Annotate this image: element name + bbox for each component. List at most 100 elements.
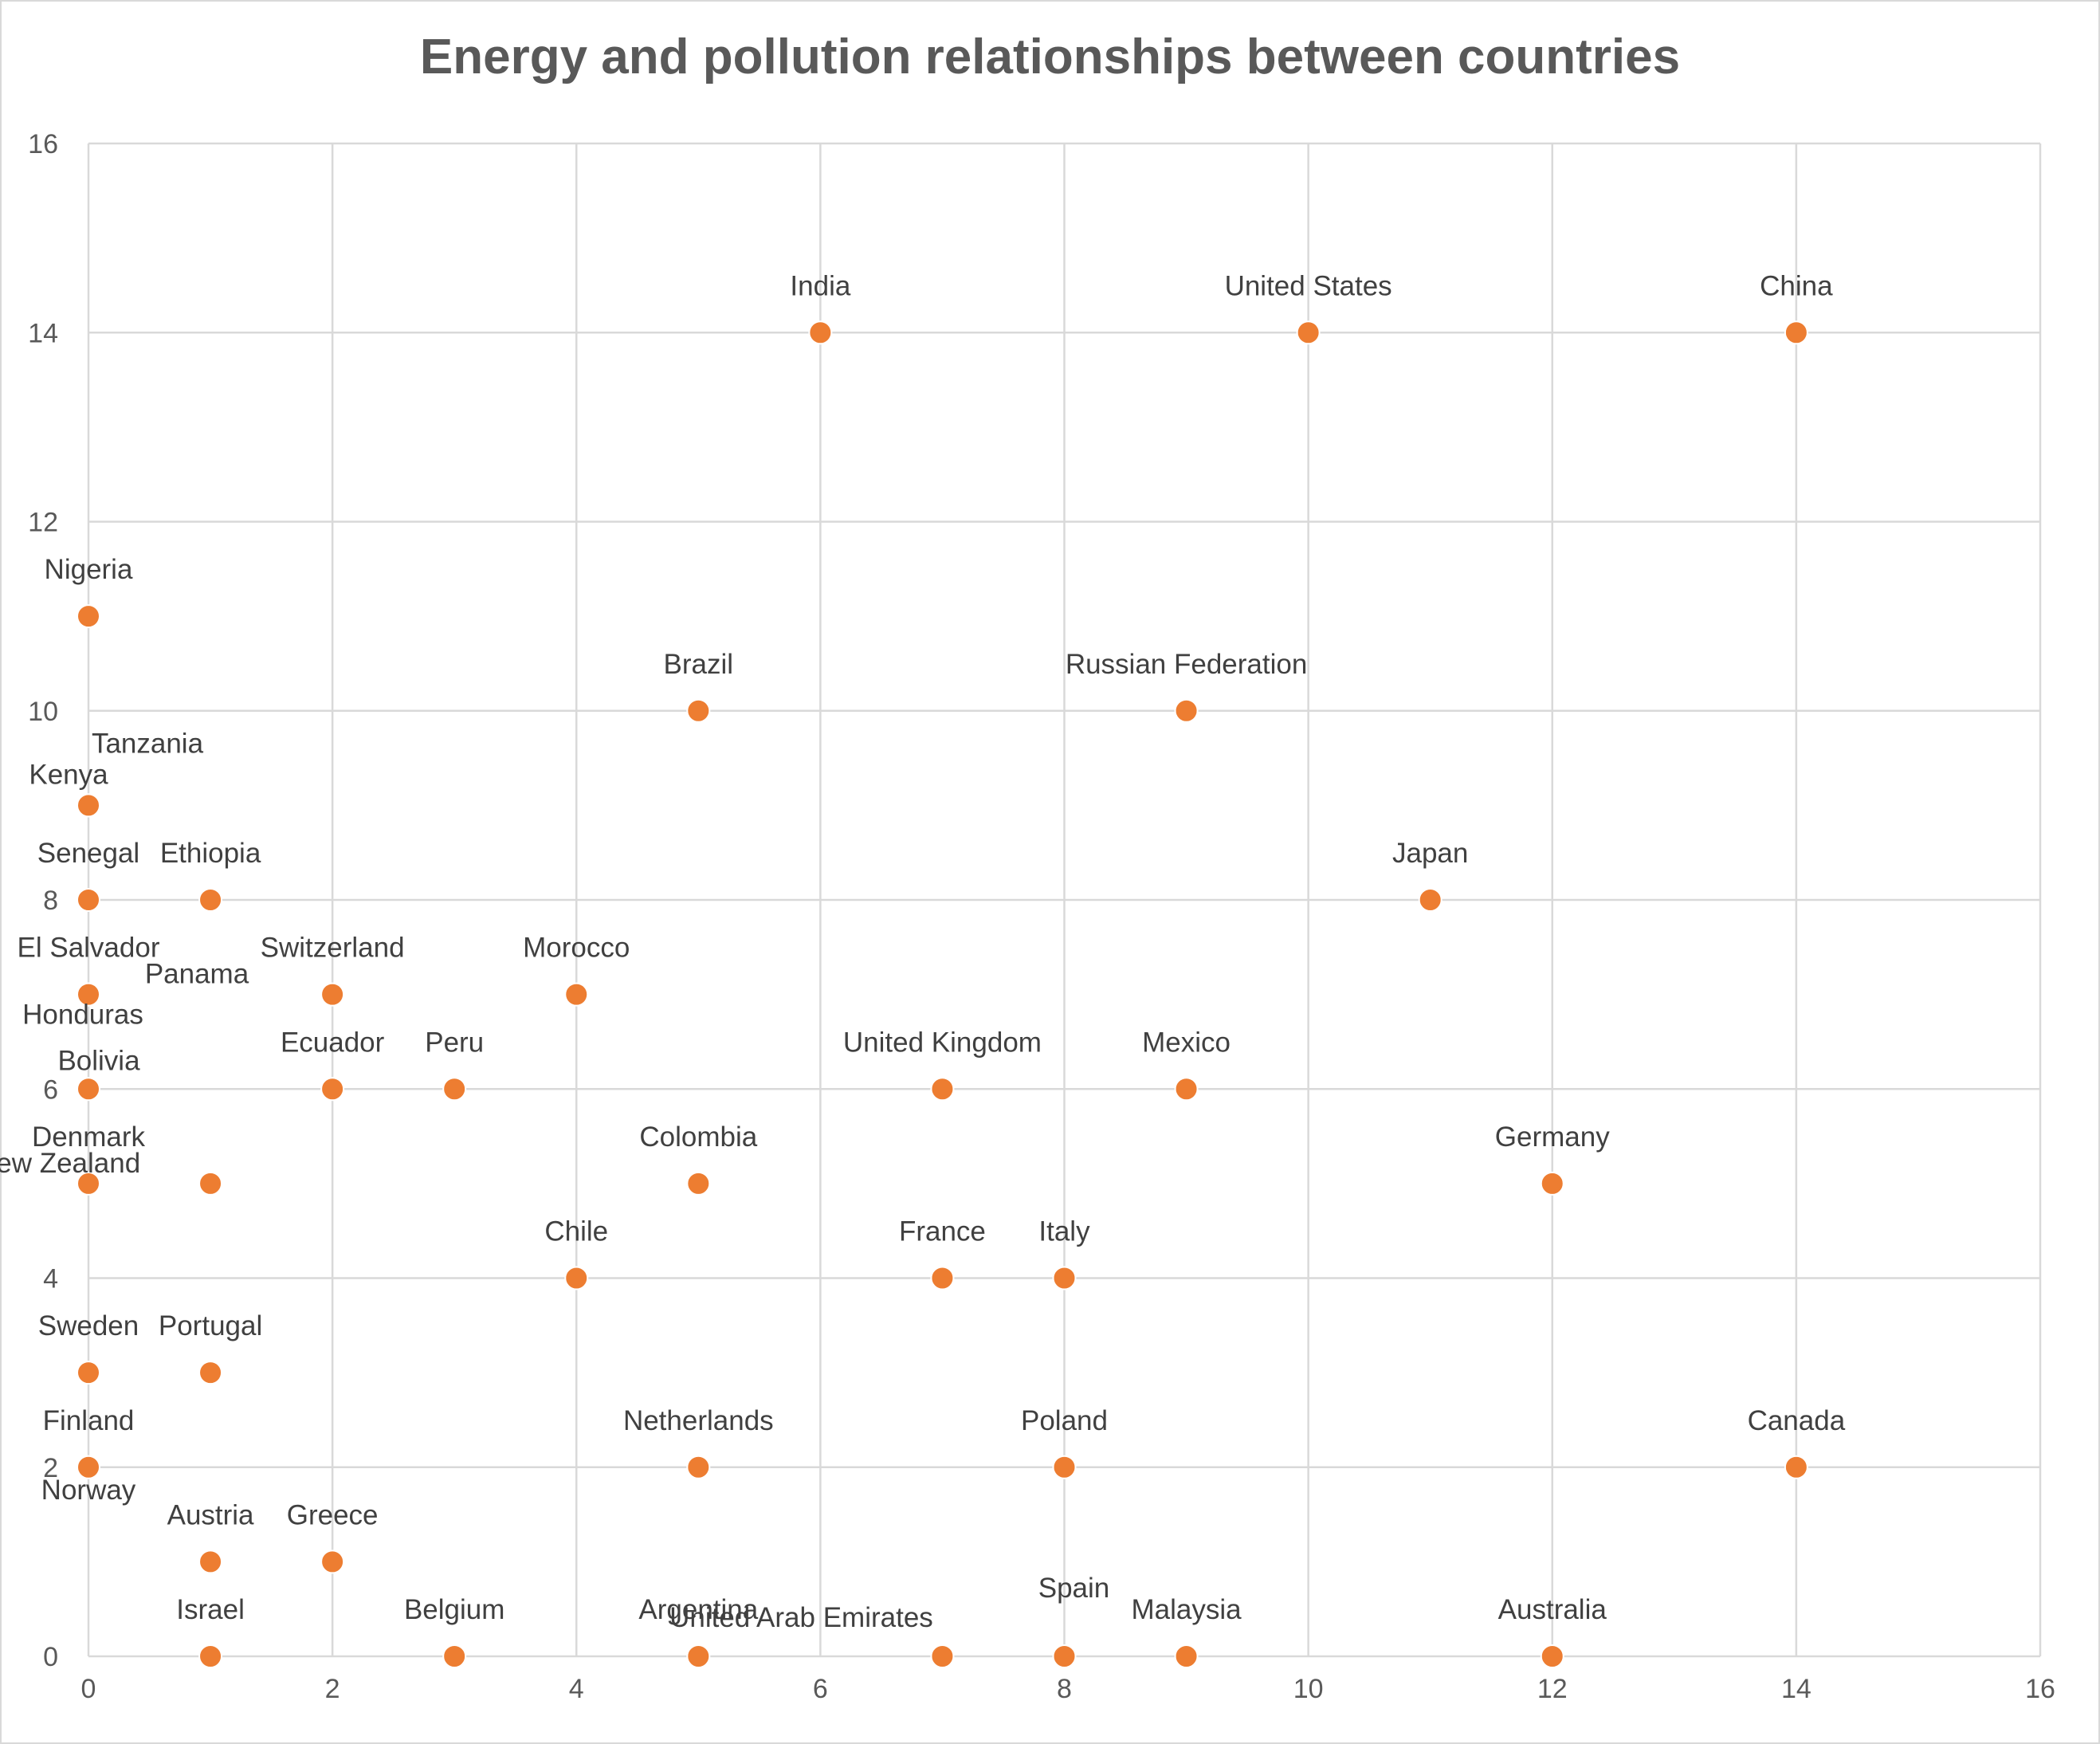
point-label: Sweden <box>38 1310 139 1341</box>
scatter-point <box>320 982 345 1007</box>
point-label: Malaysia <box>1132 1594 1242 1625</box>
scatter-point <box>198 1644 223 1668</box>
point-label: Peru <box>425 1027 484 1058</box>
point-label: Austria <box>167 1499 254 1530</box>
point-label: Poland <box>1021 1405 1108 1436</box>
point-label: Mexico <box>1142 1027 1231 1058</box>
point-label: Russian Federation <box>1066 649 1308 680</box>
y-tick-label: 2 <box>43 1453 58 1483</box>
scatter-point <box>1052 1644 1077 1668</box>
point-label: Portugal <box>159 1310 262 1341</box>
x-tick-label: 0 <box>81 1674 96 1704</box>
point-label: China <box>1760 270 1833 301</box>
scatter-point <box>198 1171 223 1196</box>
scatter-point <box>930 1077 955 1102</box>
scatter-point <box>808 320 833 345</box>
point-label: Norway <box>41 1475 136 1506</box>
point-label: Australia <box>1498 1594 1607 1625</box>
scatter-point <box>198 1361 223 1385</box>
scatter-point <box>1540 1644 1564 1668</box>
scatter-point <box>1052 1455 1077 1479</box>
scatter-point <box>1296 320 1321 345</box>
scatter-point <box>1418 888 1443 912</box>
point-label: Italy <box>1038 1216 1090 1247</box>
point-label: Belgium <box>404 1594 504 1625</box>
y-tick-label: 16 <box>28 129 58 159</box>
y-tick-label: 8 <box>43 886 58 916</box>
point-label: Bolivia <box>57 1045 140 1076</box>
y-tick-label: 6 <box>43 1074 58 1105</box>
point-label: India <box>790 270 850 301</box>
x-tick-label: 8 <box>1057 1674 1072 1704</box>
gridlines <box>87 142 2042 1658</box>
data-labels: India United States China Nigeria Brazil Russ… <box>0 270 1846 1633</box>
point-label: Ethiopia <box>160 838 261 869</box>
point-label: Colombia <box>639 1121 757 1153</box>
data-points <box>77 320 1808 1668</box>
scatter-point <box>1174 698 1199 723</box>
point-label: Tanzania <box>92 728 204 759</box>
scatter-point <box>686 1644 711 1668</box>
scatter-point <box>1784 320 1808 345</box>
x-tick-label: 6 <box>813 1674 828 1704</box>
scatter-point <box>77 1171 100 1196</box>
point-label: United Arab Emirates <box>669 1602 933 1633</box>
scatter-point <box>1784 1455 1808 1479</box>
scatter-point <box>198 1550 223 1574</box>
axis-ticks: 0 2 4 6 8 10 12 14 16 0 2 4 6 8 10 12 14 16 <box>28 129 2055 1704</box>
point-label: Ecuador <box>281 1027 385 1058</box>
scatter-point <box>320 1077 345 1102</box>
scatter-point <box>77 888 100 912</box>
point-label: New Zealand <box>0 1148 140 1179</box>
scatter-point <box>77 793 100 818</box>
scatter-point <box>320 1550 345 1574</box>
y-tick-label: 12 <box>28 508 58 538</box>
point-label: Germany <box>1495 1121 1610 1153</box>
scatter-point <box>77 1455 100 1479</box>
point-label: United Kingdom <box>843 1027 1042 1058</box>
point-label: Japan <box>1392 838 1468 869</box>
y-tick-label: 10 <box>28 697 58 727</box>
scatter-point <box>198 888 223 912</box>
scatter-point <box>930 1266 955 1290</box>
scatter-point <box>686 1171 711 1196</box>
scatter-point <box>564 1266 589 1290</box>
point-label: Panama <box>145 959 249 990</box>
scatter-point <box>1540 1171 1564 1196</box>
y-tick-label: 0 <box>43 1642 58 1672</box>
point-label: Nigeria <box>45 554 133 585</box>
point-label: Honduras <box>22 1000 143 1031</box>
point-label: Switzerland <box>261 933 405 964</box>
x-tick-label: 16 <box>2025 1674 2055 1704</box>
scatter-point <box>442 1644 467 1668</box>
chart-title: Energy and pollution relationships betwe… <box>419 29 1681 84</box>
point-label: Spain <box>1038 1573 1110 1604</box>
scatter-point <box>686 698 711 723</box>
point-label: Netherlands <box>623 1405 774 1436</box>
point-label: El Salvador <box>18 933 160 964</box>
scatter-point <box>442 1077 467 1102</box>
point-label: Denmark <box>32 1121 145 1153</box>
point-label: Argentina <box>638 1594 758 1625</box>
point-label: Brazil <box>664 649 734 680</box>
scatter-point <box>1052 1266 1077 1290</box>
point-label: Chile <box>544 1216 608 1247</box>
x-tick-label: 2 <box>325 1674 340 1704</box>
scatter-point <box>930 1644 955 1668</box>
scatter-point <box>686 1455 711 1479</box>
point-label: Senegal <box>37 838 139 869</box>
point-label: Finland <box>43 1405 135 1436</box>
y-tick-label: 4 <box>43 1264 58 1294</box>
x-tick-label: 12 <box>1537 1674 1568 1704</box>
scatter-point <box>77 1077 100 1102</box>
scatter-point <box>1174 1077 1199 1102</box>
x-tick-label: 10 <box>1293 1674 1324 1704</box>
x-tick-label: 4 <box>569 1674 584 1704</box>
point-label: Greece <box>287 1499 379 1530</box>
scatter-point <box>564 982 589 1007</box>
point-label: France <box>899 1216 986 1247</box>
x-tick-label: 14 <box>1781 1674 1811 1704</box>
point-label: United States <box>1225 270 1392 301</box>
